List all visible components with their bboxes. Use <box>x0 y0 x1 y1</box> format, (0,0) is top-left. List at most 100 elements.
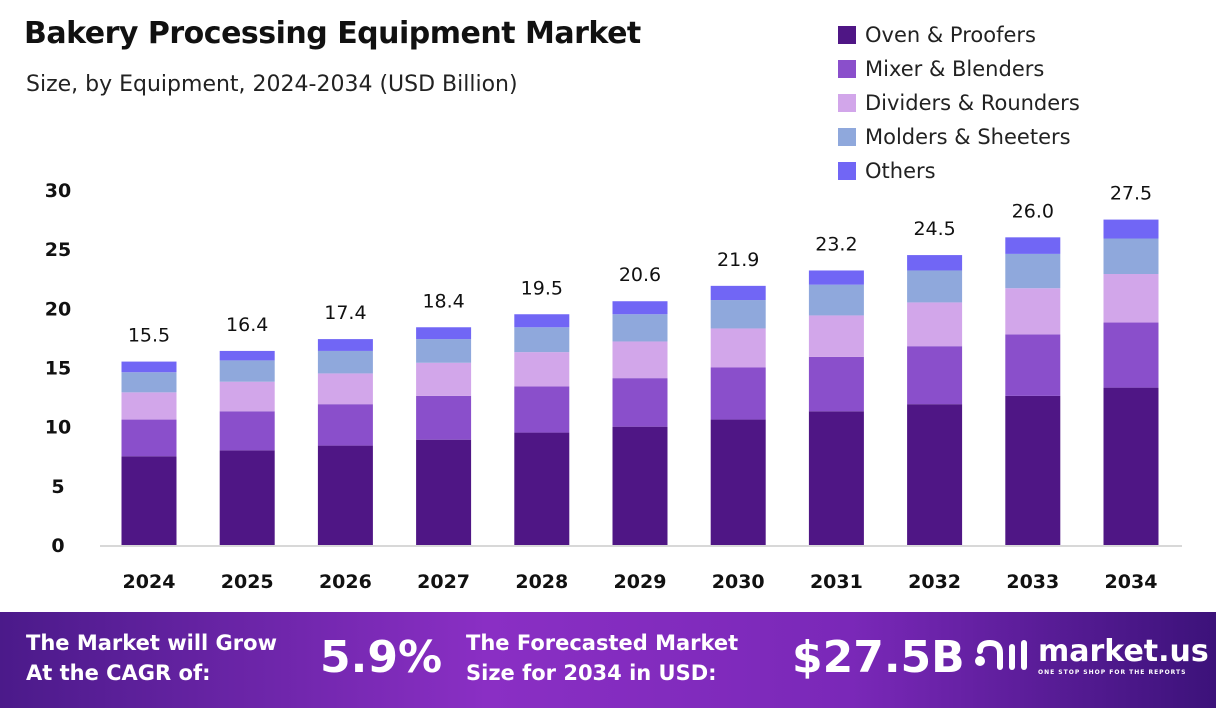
bar-segment <box>907 270 963 303</box>
forecast-label: The Forecasted Market Size for 2034 in US… <box>466 631 739 685</box>
x-tick-label: 2030 <box>712 571 765 593</box>
legend-item: Others <box>838 154 1080 188</box>
total-label: 27.5 <box>1110 183 1152 205</box>
legend-swatch <box>838 26 856 44</box>
legend-item: Mixer & Blenders <box>838 52 1080 86</box>
bar-segment <box>416 327 472 340</box>
bar-segment <box>121 419 177 457</box>
chart-title: Bakery Processing Equipment Market <box>24 16 641 51</box>
bar-segment <box>710 367 766 420</box>
total-label: 15.5 <box>128 325 170 347</box>
x-tick-label: 2026 <box>319 571 372 593</box>
bar-segment <box>219 450 275 545</box>
bar-segment <box>710 300 766 329</box>
total-label: 17.4 <box>324 302 366 324</box>
legend-item: Dividers & Rounders <box>838 86 1080 120</box>
y-tick-label: 10 <box>45 417 71 439</box>
bar-segment <box>317 445 373 545</box>
bar-segment <box>1103 322 1159 388</box>
bar-segment <box>612 378 668 427</box>
legend-swatch <box>838 60 856 78</box>
x-tick-label: 2027 <box>417 571 470 593</box>
legend-label: Others <box>865 159 936 183</box>
total-label: 16.4 <box>226 314 268 336</box>
x-tick-label: 2034 <box>1105 571 1158 593</box>
y-tick-label: 15 <box>45 358 71 380</box>
bar-segment <box>1103 387 1159 545</box>
bar-segment <box>710 419 766 545</box>
y-tick-label: 30 <box>45 180 71 202</box>
bar-segment <box>1005 288 1061 335</box>
y-tick-label: 20 <box>45 298 71 320</box>
bar-segment <box>121 392 177 420</box>
chart-subtitle: Size, by Equipment, 2024-2034 (USD Billi… <box>26 72 518 97</box>
bar-segment <box>219 381 275 412</box>
bar-segment <box>317 404 373 446</box>
legend-swatch <box>838 128 856 146</box>
bar-segment <box>416 362 472 396</box>
legend-label: Dividers & Rounders <box>865 91 1080 115</box>
bar-segment <box>219 350 275 361</box>
x-tick-label: 2025 <box>221 571 274 593</box>
logo-tagline: ONE STOP SHOP FOR THE REPORTS <box>1038 669 1187 676</box>
bar-segment <box>121 372 177 393</box>
bar-segment <box>808 356 864 412</box>
bar-segment <box>1005 334 1061 396</box>
forecast-value: $27.5B <box>792 632 965 683</box>
bar-segment <box>907 255 963 271</box>
bar-segment <box>808 270 864 285</box>
bar-segment <box>907 346 963 405</box>
bar-segment <box>317 339 373 351</box>
cagr-value: 5.9% <box>320 632 443 683</box>
bar-segment <box>219 411 275 451</box>
bar-segment <box>416 339 472 363</box>
x-tick-label: 2028 <box>515 571 568 593</box>
y-tick-label: 0 <box>51 535 64 557</box>
bar-segment <box>416 395 472 440</box>
bar-segment <box>612 341 668 379</box>
bar-segment <box>1005 237 1061 254</box>
legend-label: Molders & Sheeters <box>865 125 1071 149</box>
bar-segment <box>416 439 472 545</box>
bar-segment <box>317 373 373 405</box>
y-tick-label: 5 <box>51 476 64 498</box>
bar-segment <box>907 302 963 347</box>
total-label: 23.2 <box>815 233 857 255</box>
y-tick-label: 25 <box>45 239 71 261</box>
bar-segment <box>808 284 864 316</box>
bar-segment <box>121 456 177 545</box>
legend-item: Oven & Proofers <box>838 18 1080 52</box>
market-us-logo: market.us ONE STOP SHOP FOR THE REPORTS <box>972 634 1209 676</box>
legend: Oven & Proofers Mixer & Blenders Divider… <box>838 18 1080 188</box>
x-tick-label: 2031 <box>810 571 863 593</box>
x-tick-label: 2032 <box>908 571 961 593</box>
legend-swatch <box>838 162 856 180</box>
bar-segment <box>514 314 570 328</box>
bar-segment <box>1103 219 1159 239</box>
bar-segment <box>1103 274 1159 323</box>
bar-segment <box>514 432 570 545</box>
bar-segment <box>1005 253 1061 289</box>
total-label: 26.0 <box>1012 200 1054 222</box>
bar-segment <box>1103 238 1159 275</box>
total-label: 19.5 <box>521 277 563 299</box>
cagr-label: The Market will Grow At the CAGR of: <box>26 631 277 685</box>
bar-segment <box>907 404 963 545</box>
legend-label: Oven & Proofers <box>865 23 1036 47</box>
total-label: 18.4 <box>422 290 464 312</box>
bar-segment <box>612 426 668 545</box>
bar-segment <box>219 360 275 382</box>
x-tick-label: 2029 <box>614 571 667 593</box>
x-tick-label: 2033 <box>1006 571 1059 593</box>
bar-segment <box>710 328 766 368</box>
bar-segment <box>514 327 570 353</box>
footer-banner: The Market will Grow At the CAGR of: 5.9%… <box>0 612 1216 708</box>
legend-label: Mixer & Blenders <box>865 57 1045 81</box>
x-tick-label: 2024 <box>123 571 176 593</box>
bar-segment <box>317 350 373 374</box>
bar-segment <box>710 285 766 301</box>
bar-segment <box>612 314 668 342</box>
legend-item: Molders & Sheeters <box>838 120 1080 154</box>
bar-chart: 05101520253015.5202416.4202517.4202618.4… <box>45 180 1182 593</box>
bar-segment <box>808 411 864 545</box>
